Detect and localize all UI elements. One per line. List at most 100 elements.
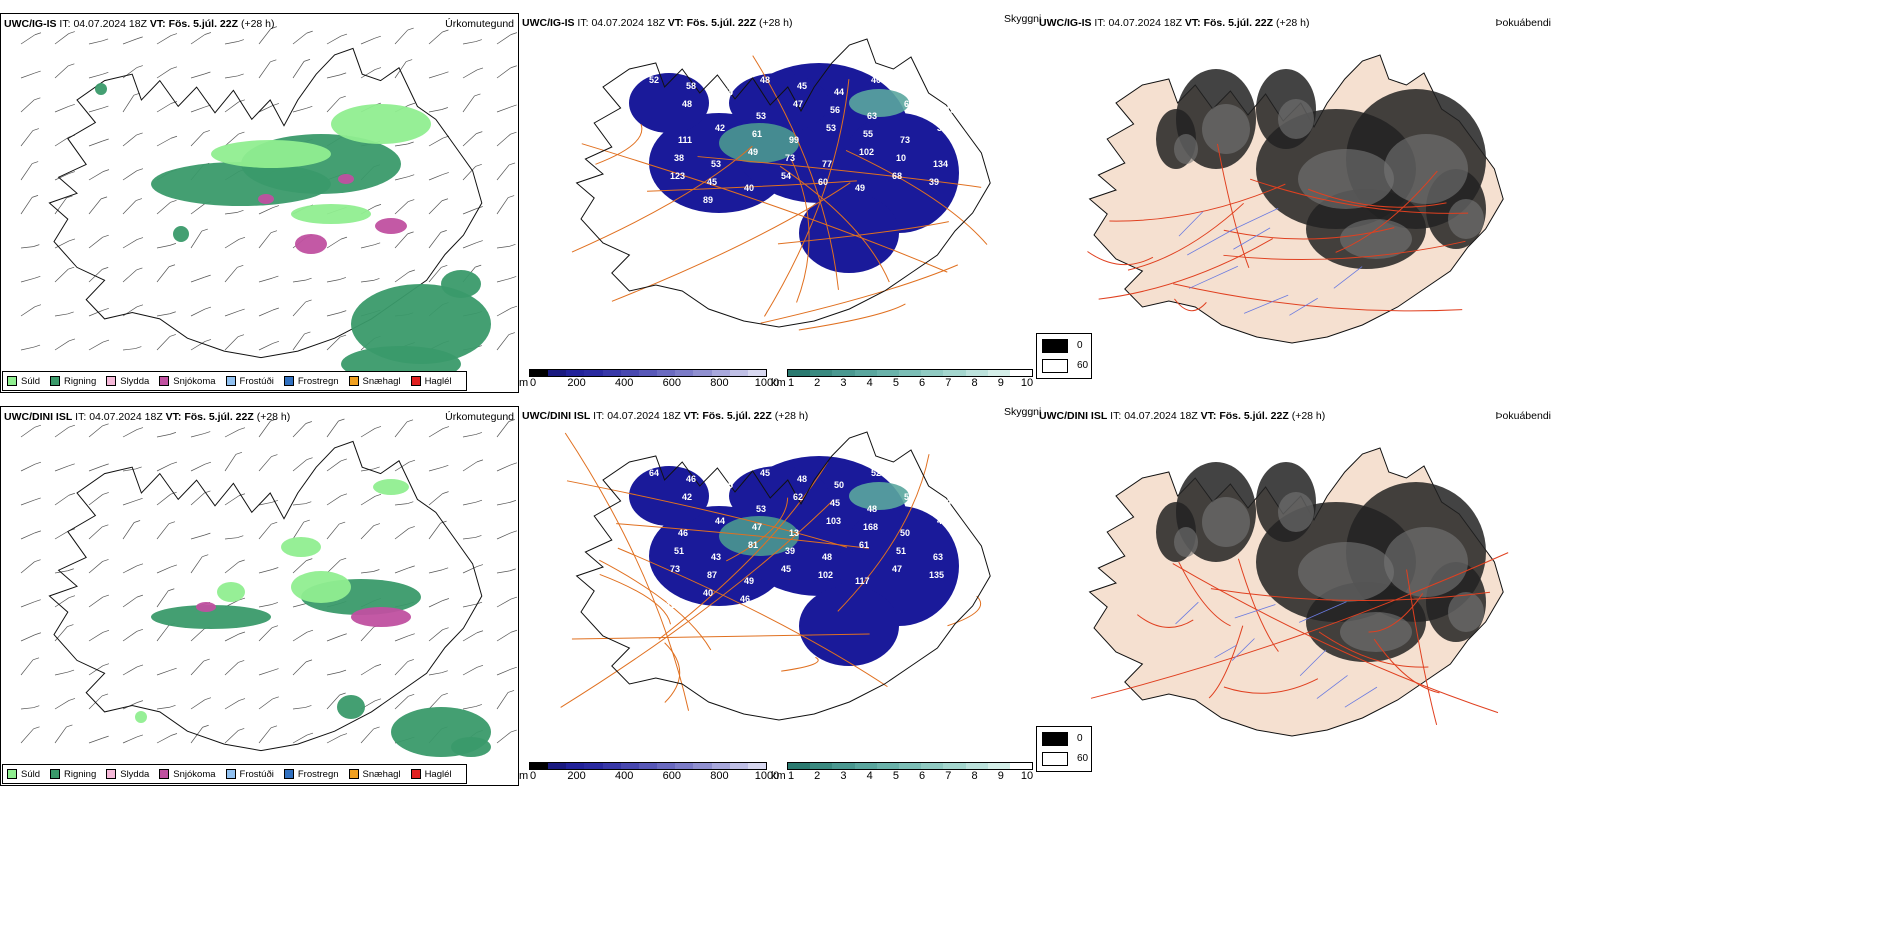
ceiling-value-label: 54 — [723, 87, 733, 97]
precip-area — [331, 104, 431, 144]
wind-barb — [462, 630, 484, 642]
wind-barb — [496, 666, 517, 676]
wind-barb — [20, 705, 40, 710]
legend-swatch — [159, 376, 170, 386]
wind-barb — [122, 198, 143, 215]
wind-barb — [496, 596, 518, 608]
legend-label: Frostregn — [297, 375, 339, 387]
ceiling-value-label: 52 — [649, 75, 659, 85]
road — [1172, 563, 1499, 714]
wind-barb — [88, 559, 109, 574]
wind-barb — [20, 32, 42, 45]
panel-header: UWC/IG-IS IT: 04.07.2024 18Z VT: Fös. 5.… — [522, 17, 793, 29]
wind-barb — [224, 334, 245, 351]
wind-barb — [156, 243, 177, 249]
wind-barb — [462, 535, 482, 540]
river — [1175, 601, 1199, 625]
river — [1299, 649, 1327, 677]
road — [1406, 569, 1438, 726]
wind-barb — [88, 169, 110, 181]
road — [1109, 183, 1286, 222]
wind-barb — [292, 277, 312, 283]
road — [664, 642, 681, 703]
wind-barb — [428, 107, 448, 113]
colorbar-tick: 200 — [567, 770, 586, 782]
wind-barb — [292, 331, 311, 351]
precip-area — [217, 582, 245, 602]
ceiling-value-label: 39 — [929, 177, 939, 187]
precip-type-title: Úrkomutegund — [445, 18, 514, 30]
wind-barb — [20, 497, 41, 506]
wind-barb — [156, 667, 177, 676]
wind-barb — [360, 624, 380, 642]
ceiling-value-label: 48 — [760, 75, 770, 85]
wind-barb — [190, 658, 210, 676]
road — [781, 656, 819, 672]
wind-barb — [292, 299, 312, 317]
wind-barb — [156, 432, 177, 438]
fog-area — [1278, 492, 1314, 532]
legend-swatch — [283, 376, 294, 386]
road — [1216, 143, 1250, 269]
legend-swatch — [410, 769, 421, 779]
road — [697, 156, 982, 188]
ceiling-value-label: 53 — [756, 504, 766, 514]
ceiling-value-label: 45 — [781, 564, 791, 574]
river — [1230, 207, 1279, 232]
road — [760, 264, 959, 324]
fog-area — [1298, 542, 1394, 602]
ceiling-value-label: 72 — [666, 207, 676, 217]
road — [647, 180, 857, 192]
wind-barb — [258, 454, 278, 472]
wind-barb — [88, 196, 108, 215]
colorbar-tick: 9 — [997, 770, 1004, 782]
wind-barb — [258, 230, 278, 249]
wind-barb — [496, 195, 515, 215]
legend-item: Frostúði — [225, 769, 274, 780]
wind-barb — [224, 131, 245, 147]
ceiling-value-label: 68 — [904, 99, 914, 109]
ceiling-value-label: 55 — [904, 492, 914, 502]
river — [1289, 297, 1318, 316]
colorbar-tick: 9 — [997, 377, 1004, 389]
wind-barb — [258, 668, 279, 676]
wind-barb — [428, 135, 450, 147]
ceiling-value-label: 47 — [892, 564, 902, 574]
road — [1098, 238, 1273, 300]
wind-barb — [190, 431, 211, 438]
iceland-outline — [575, 38, 991, 328]
ceiling-value-label: 49 — [744, 576, 754, 586]
wind-barb — [224, 308, 245, 317]
precip-area — [351, 284, 491, 364]
wind-barb — [122, 36, 143, 45]
wind-barb — [88, 663, 110, 676]
legend-swatch — [7, 376, 17, 386]
wind-barb — [190, 532, 211, 540]
wind-barb — [394, 501, 414, 506]
precip-legend: Súld Rigning Slydda Snjókoma Frostúði Frostre… — [2, 371, 467, 391]
colorbar-tick: 5 — [892, 770, 899, 782]
wind-barb — [54, 424, 75, 438]
road — [616, 523, 870, 549]
colorbar-tick: 600 — [662, 377, 681, 389]
wind-barb — [292, 659, 313, 676]
wind-barb — [224, 631, 246, 642]
precip-area — [173, 226, 189, 242]
ceiling-value-label: 54 — [781, 171, 791, 181]
wind-barb — [54, 311, 74, 317]
road — [1127, 202, 1244, 271]
wind-barb — [326, 521, 346, 540]
wind-barb — [20, 461, 42, 472]
wind-barb — [20, 97, 41, 113]
legend-label: Rigning — [64, 375, 97, 387]
wind-barb — [326, 633, 347, 642]
colorbar-tick: 3 — [840, 770, 847, 782]
wind-barb — [462, 39, 482, 45]
road — [617, 547, 888, 688]
wind-barb — [54, 338, 76, 351]
legend-label: Frostregn — [297, 768, 339, 780]
fog-area — [1448, 199, 1484, 239]
wind-barb — [54, 669, 75, 676]
wind-barb — [326, 669, 347, 676]
ceiling-map: 64 46 85 45 48 50 52 70 10 42 76 53 62 45 48 55 49 46 44 47… — [560, 431, 991, 721]
